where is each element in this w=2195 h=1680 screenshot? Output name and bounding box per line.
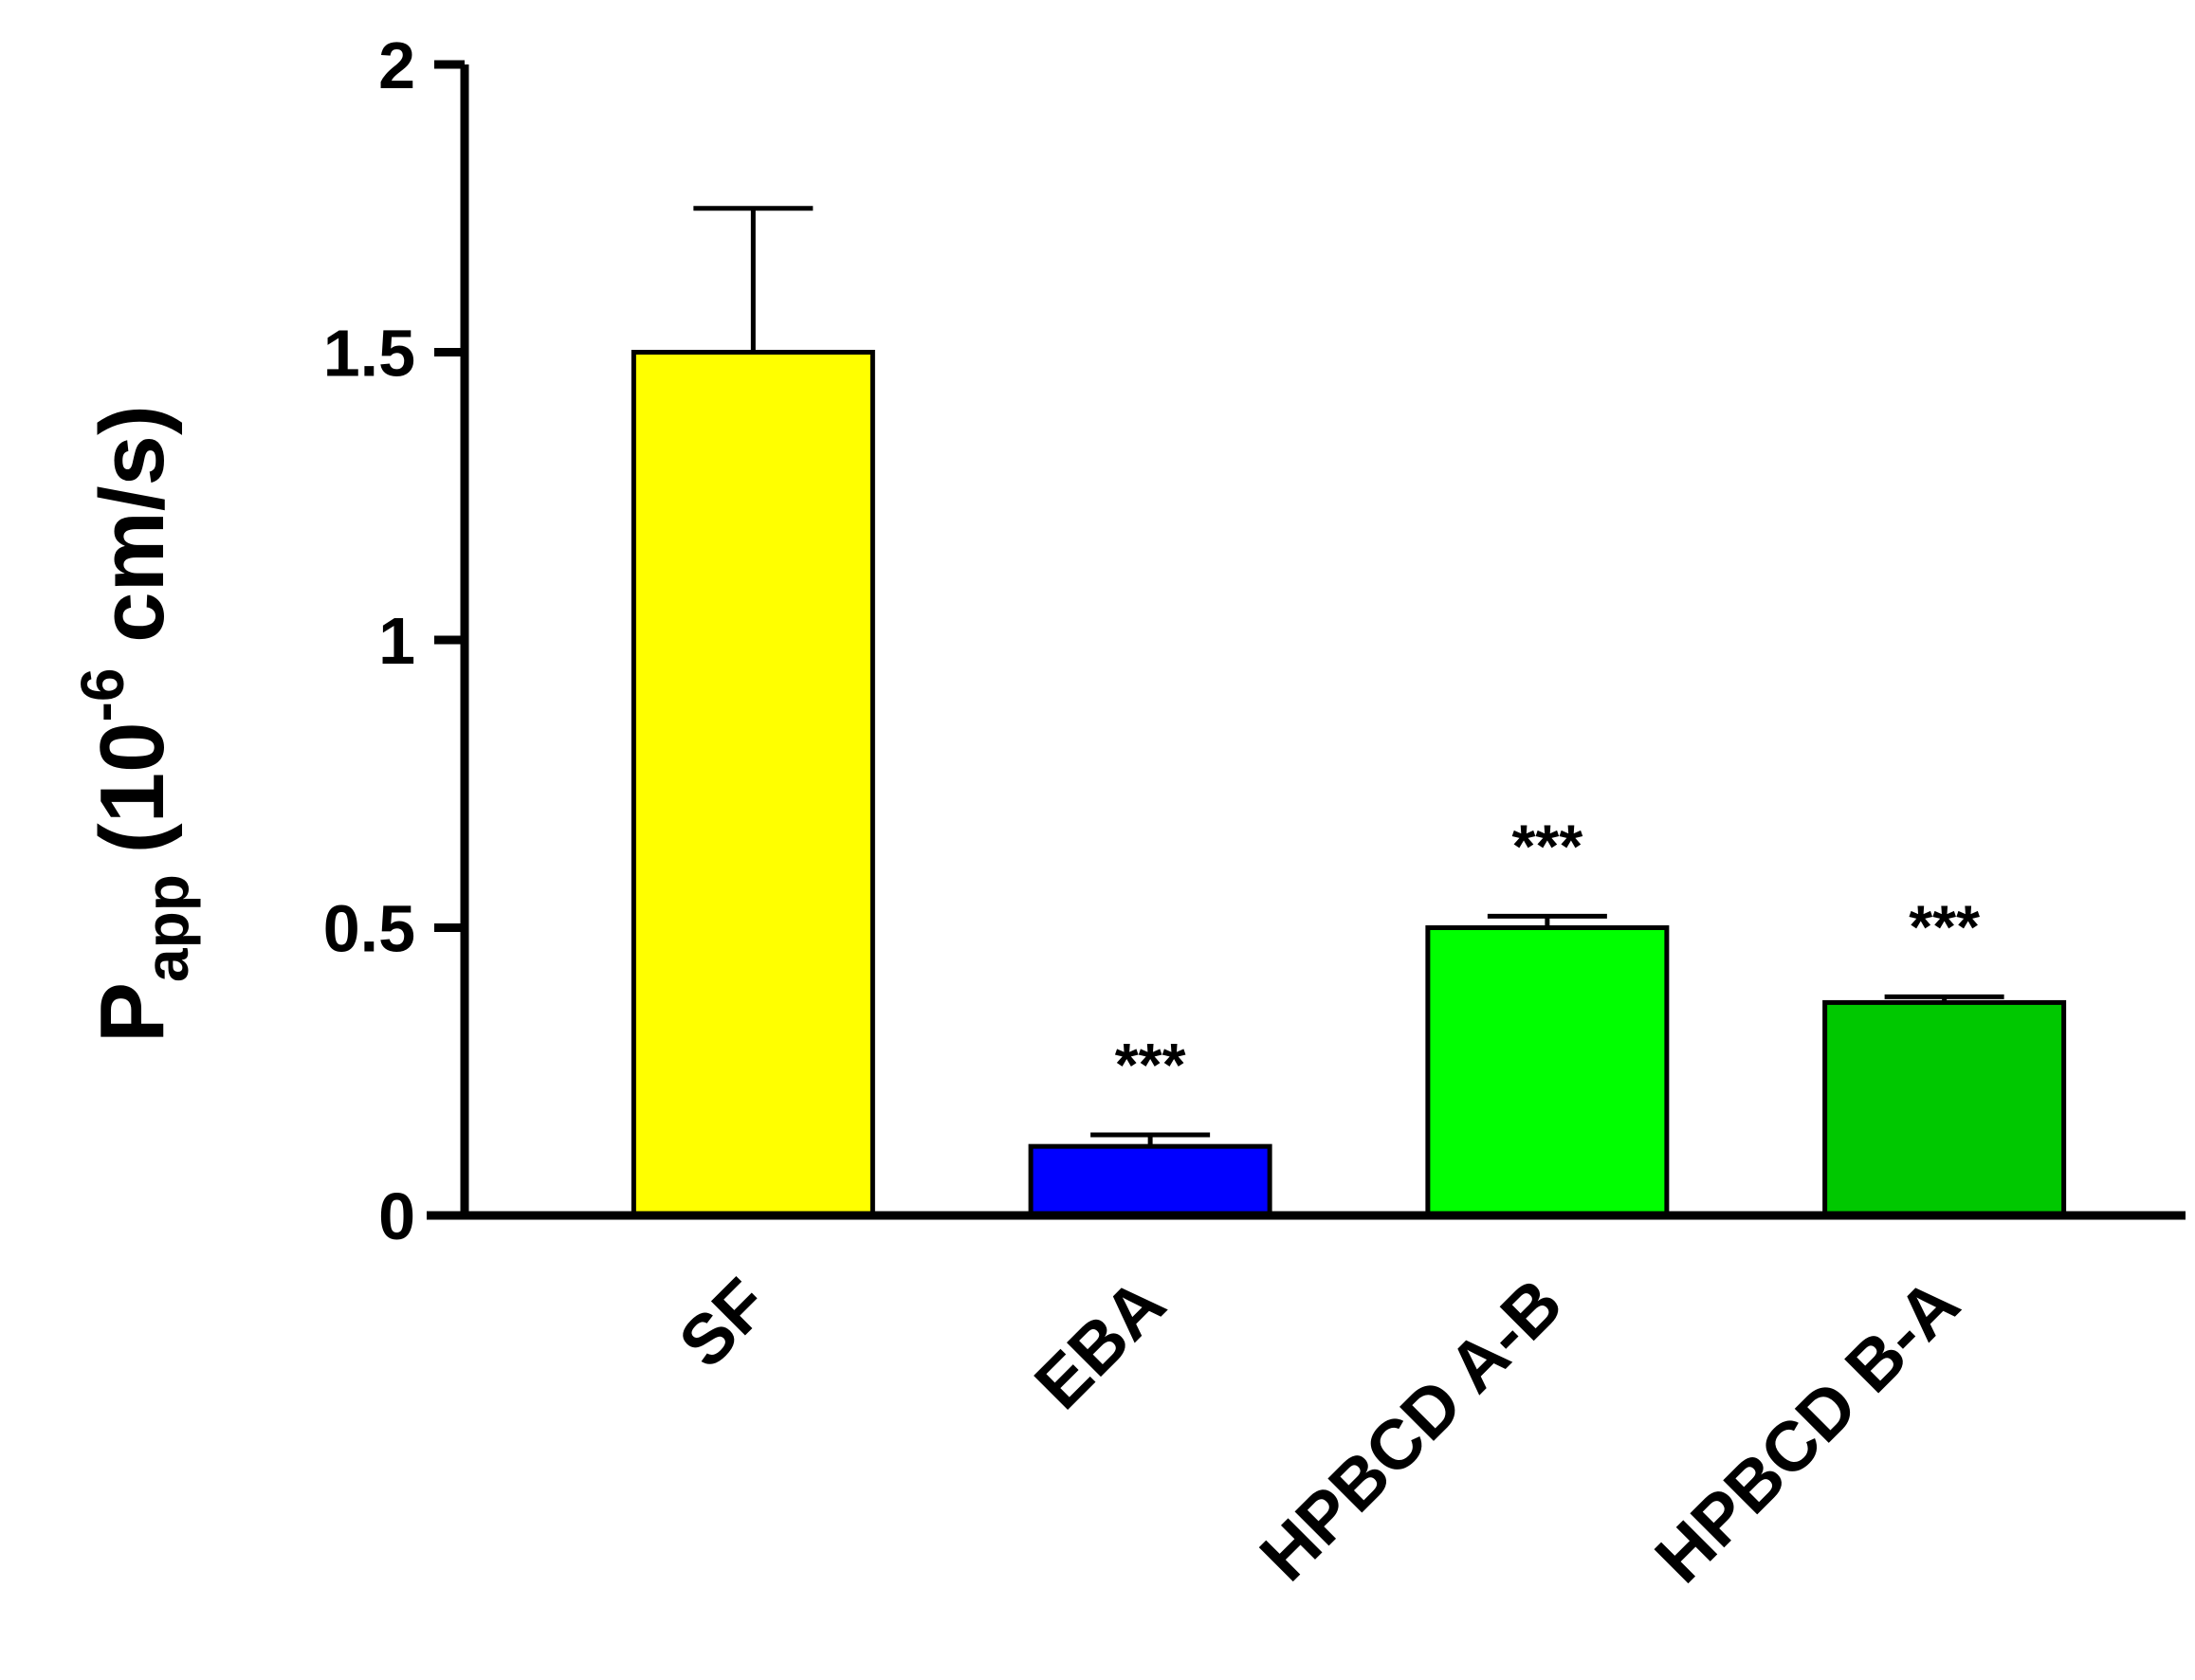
x-tick-label-hpbcd-a-b: HPBCD A-B [1245,1264,1577,1596]
y-axis-title-main: P [82,982,183,1043]
x-tick-label-sf: SF [664,1264,783,1383]
bar-hpbcd-b-a [1822,999,2067,1218]
significance-label-eba: *** [1115,1031,1186,1099]
svg-text:Papp(10-6 cm/s): Papp (10-6 cm/s) [68,405,201,1043]
y-axis-ticks: 0 0.5 1 1.5 2 [323,28,465,1253]
bars: *** *** *** [631,206,2067,1218]
y-tick-label-0-5: 0.5 [323,892,415,966]
y-tick-label-1-5: 1.5 [323,317,415,391]
y-axis-title: Papp (10-6 cm/s) [68,405,201,1043]
x-tick-label-hpbcd-b-a: HPBCD B-A [1640,1264,1974,1598]
x-tick-label-eba: EBA [1019,1264,1180,1424]
y-tick-label-2: 2 [378,28,415,102]
bar-eba [1028,1143,1272,1218]
significance-label-hpbcd-b-a: *** [1909,892,1980,960]
y-axis-title-superscript: -6 [68,668,137,722]
significance-label-hpbcd-a-b: *** [1512,812,1583,880]
y-tick-label-1: 1 [378,604,415,678]
y-axis-title-unit-prefix: (10 [82,721,183,853]
y-axis-title-unit-suffix: cm/s) [82,405,183,667]
bar-hpbcd-a-b [1425,925,1670,1218]
bar-sf [631,350,875,1218]
axes [427,64,2186,1220]
y-axis-title-subscript: app [133,874,201,982]
y-tick-label-0: 0 [378,1179,415,1253]
x-axis-labels: SF EBA HPBCD A-B HPBCD B-A [664,1264,1974,1598]
